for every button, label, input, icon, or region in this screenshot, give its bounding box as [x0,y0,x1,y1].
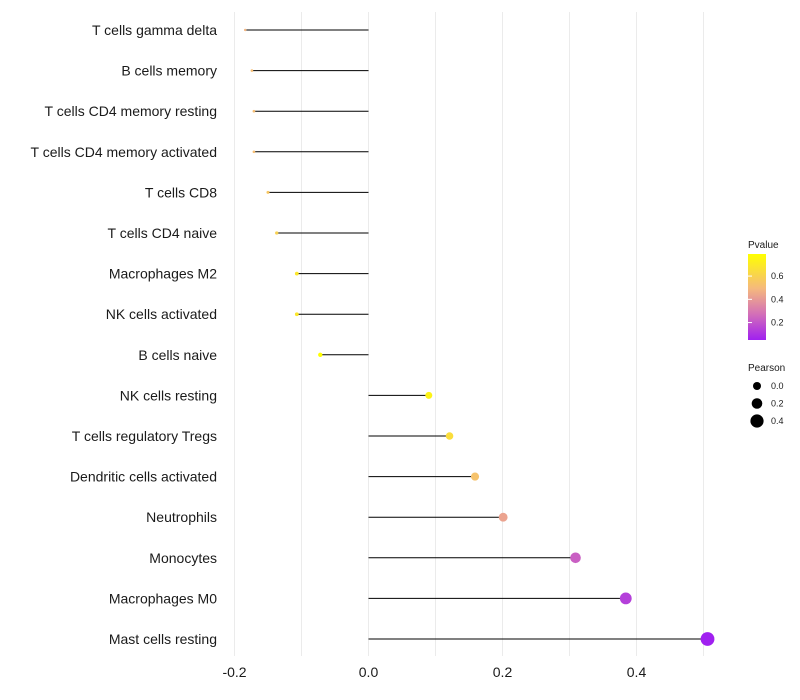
lollipop-point [294,271,299,276]
x-axis-ticks: -0.2 0.0 0.2 0.4 [222,664,646,680]
category-label: T cells CD8 [145,184,217,200]
category-label: T cells CD4 memory activated [31,144,217,160]
legend-pearson-key [750,414,764,428]
lollipop-stems [245,29,708,640]
lollipop-point [243,28,247,32]
x-tick-label: 0.2 [493,664,513,680]
legend-pearson: Pearson 0.0 0.2 0.4 [748,363,785,428]
lollipop-point [252,150,256,154]
lollipop-point [294,312,299,317]
lollipop-point [445,432,454,440]
lollipop-point [498,512,508,522]
category-label: B cells memory [121,63,217,79]
category-label: Dendritic cells activated [70,469,217,485]
legend-pvalue-tick-label: 0.6 [771,271,784,281]
legend-pearson-label: 0.2 [771,399,784,409]
legend-pearson-key [753,382,761,390]
category-label: NK cells resting [120,387,217,403]
x-tick-label: -0.2 [222,664,246,680]
legend-pearson-title: Pearson [748,363,785,374]
lollipop-point [275,231,279,235]
lollipop-point [266,190,270,194]
legend-pearson-label: 0.4 [771,416,784,426]
lollipop-point [252,109,256,113]
x-tick-label: 0.0 [359,664,379,680]
legend-pearson-label: 0.0 [771,381,784,391]
lollipop-point [570,552,581,564]
category-label: Mast cells resting [109,631,217,647]
legend-pvalue-title: Pvalue [748,240,779,251]
category-label: NK cells activated [106,306,217,322]
lollipop-point [250,69,254,72]
lollipop-point [470,472,480,481]
grid-lines [234,12,704,656]
lollipop-point [318,352,323,357]
lollipop-point [700,632,715,646]
category-label: T cells CD4 naive [108,225,218,241]
category-labels: T cells gamma delta B cells memory T cells… [31,22,218,647]
lollipop-point [425,391,433,399]
category-label: T cells gamma delta [92,22,217,38]
category-label: Macrophages M2 [109,266,217,282]
category-label: T cells CD4 memory resting [45,103,217,119]
legend-pvalue-colorbar [748,254,766,340]
category-label: T cells regulatory Tregs [72,428,217,444]
category-label: Macrophages M0 [109,590,217,606]
legend-pearson-key [751,398,763,409]
legend-pvalue-tick-label: 0.2 [771,318,784,328]
legend-pvalue: Pvalue 0.6 0.4 0.2 [748,240,784,340]
category-label: B cells naive [138,347,217,363]
category-label: Neutrophils [146,509,217,525]
x-tick-label: 0.4 [627,664,647,680]
lollipop-points [243,28,715,646]
lollipop-point [619,592,632,605]
legend-pvalue-tick-label: 0.4 [771,294,784,304]
category-label: Monocytes [149,550,217,566]
